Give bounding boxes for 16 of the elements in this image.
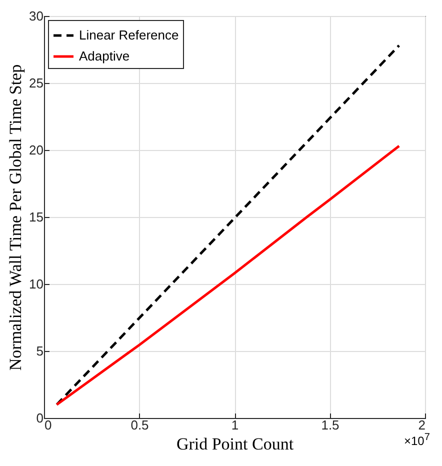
y-tick-label: 10 <box>29 276 44 292</box>
text: ×10$^{7}$ <box>404 432 430 448</box>
line-series <box>56 144 400 406</box>
y-tick-label: 30 <box>29 8 44 24</box>
x-tick-label: 0.5 <box>130 418 149 432</box>
y-tick-label: 25 <box>29 76 44 90</box>
x-tick-label: 1 <box>231 418 239 432</box>
legend-label: Adaptive <box>79 48 130 64</box>
x-axis-title: Grid Point Count <box>176 434 294 454</box>
y-tick-label: 5 <box>36 344 44 358</box>
x-tick-label: 1.5 <box>321 418 340 432</box>
legend-label: Linear Reference <box>79 28 179 42</box>
x-tick-label: 2 <box>418 418 426 432</box>
y-tick-label: 20 <box>29 142 44 158</box>
y-axis-title: Normalized Wall Time Per Global Time Step <box>6 64 26 371</box>
y-tick-label: 15 <box>29 210 44 224</box>
